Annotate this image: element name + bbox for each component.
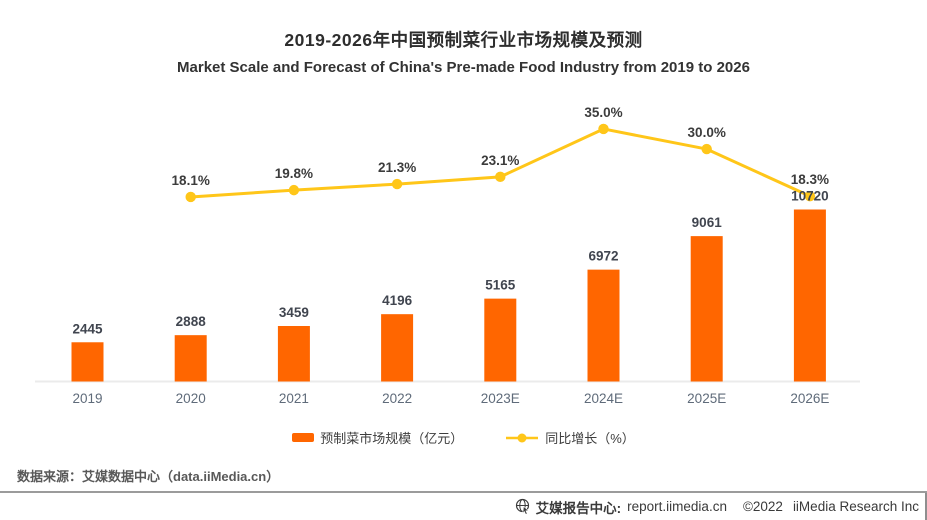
copyright-text: ©2022	[742, 499, 783, 514]
tick-label-2020: 2020	[176, 391, 206, 406]
value-label-2026E: 10720	[791, 189, 829, 204]
value-label-2021: 3459	[279, 305, 309, 320]
chart-title-cn: 2019-2026年中国预制菜行业市场规模及预测	[284, 30, 643, 50]
value-label-2022: 4196	[382, 293, 413, 308]
tick-label-2019: 2019	[72, 391, 102, 406]
growth-point-2023E	[495, 171, 506, 183]
growth-point-2024E	[598, 123, 609, 135]
bar-2024E	[587, 269, 620, 382]
growth-point-2020	[185, 191, 196, 203]
bar-series-swatch	[292, 433, 315, 442]
chart-title-en: Market Scale and Forecast of China's Pre…	[177, 59, 750, 76]
growth-label-2023E: 23.1%	[481, 153, 519, 168]
company-name: iiMedia Research Inc	[792, 499, 919, 514]
bar-2023E	[484, 298, 517, 382]
bar-2021	[277, 326, 310, 382]
globe-cursor-icon	[515, 498, 529, 515]
footer-right-edge	[925, 493, 927, 520]
tick-label-2024E: 2024E	[584, 391, 623, 406]
growth-label-2026E: 18.3%	[791, 172, 829, 187]
value-label-2019: 2445	[72, 321, 103, 336]
growth-label-2024E: 35.0%	[584, 105, 622, 120]
tick-label-2025E: 2025E	[687, 391, 726, 406]
line-series-swatch	[506, 433, 539, 442]
legend-item-growth: 同比增长（%）	[505, 428, 635, 447]
brand-url: report.iimedia.cn	[627, 499, 727, 514]
growth-point-2025E	[701, 143, 712, 155]
bar-2020	[174, 335, 207, 382]
brand-name: 艾媒报告中心:	[535, 500, 622, 516]
growth-point-2026E	[804, 190, 816, 202]
legend-label-bar: 预制菜市场规模（亿元）	[320, 431, 464, 446]
tick-label-2023E: 2023E	[481, 391, 520, 406]
legend-label-line: 同比增长（%）	[545, 431, 635, 446]
value-label-2025E: 9061	[692, 215, 723, 230]
growth-label-2021: 19.8%	[275, 166, 313, 181]
bar-2026E	[793, 209, 826, 382]
legend-item-market-scale: 预制菜市场规模（亿元）	[292, 428, 463, 447]
growth-label-2025E: 30.0%	[688, 125, 726, 140]
growth-label-2022: 21.3%	[378, 160, 416, 175]
value-label-2020: 2888	[176, 314, 207, 329]
bar-2025E	[690, 236, 723, 382]
tick-label-2021: 2021	[279, 391, 309, 406]
data-source-note: 数据来源：艾媒数据中心（data.iiMedia.cn）	[17, 469, 280, 484]
value-label-2024E: 6972	[588, 249, 618, 264]
bar-2022	[381, 314, 414, 382]
chart-legend: 预制菜市场规模（亿元） 同比增长（%）	[0, 428, 927, 447]
tick-label-2022: 2022	[382, 391, 412, 406]
footer-divider	[0, 491, 927, 493]
value-label-2023E: 5165	[485, 278, 516, 293]
footer-brand-bar: 艾媒报告中心: report.iimedia.cn ©2022 iiMedia …	[0, 493, 927, 520]
tick-label-2026E: 2026E	[790, 391, 829, 406]
growth-label-2020: 18.1%	[172, 173, 210, 188]
bar-2019	[71, 342, 104, 382]
growth-point-2022	[391, 178, 403, 190]
growth-point-2021	[288, 184, 300, 196]
